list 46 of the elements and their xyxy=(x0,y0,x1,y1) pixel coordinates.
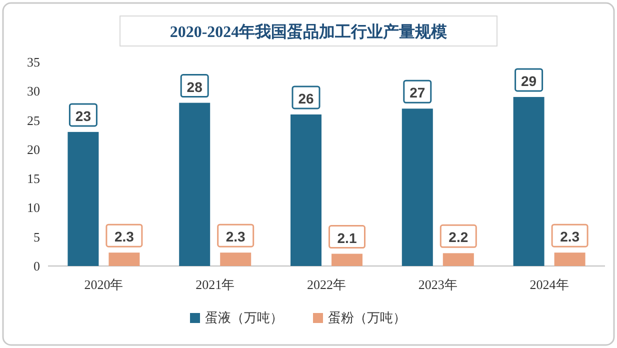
data-label: 28 xyxy=(180,74,209,98)
legend-label: 蛋液（万吨） xyxy=(205,310,283,325)
y-tick-label: 10 xyxy=(27,200,40,216)
bar xyxy=(402,108,433,266)
bar xyxy=(68,132,99,266)
data-label: 2.2 xyxy=(448,229,468,246)
x-tick-label: 2020年 xyxy=(84,277,124,292)
data-label: 2.3 xyxy=(106,224,143,248)
y-tick-label: 5 xyxy=(34,229,40,244)
data-label: 26 xyxy=(298,90,314,106)
bar xyxy=(554,252,586,266)
y-tick-label: 35 xyxy=(27,54,40,70)
y-tick-label: 30 xyxy=(27,84,40,99)
data-label: 23 xyxy=(68,103,98,127)
y-tick-label: 15 xyxy=(27,171,40,186)
y-tick-label: 0 xyxy=(34,258,40,274)
bar xyxy=(513,96,544,266)
bar xyxy=(290,114,322,266)
y-tick-label: 20 xyxy=(27,142,40,157)
data-label: 2.3 xyxy=(551,224,588,248)
data-label: 23 xyxy=(75,108,92,124)
x-tick-label: 2024年 xyxy=(530,277,569,292)
bar xyxy=(442,253,474,266)
data-label: 2.1 xyxy=(328,225,366,248)
data-label: 2.3 xyxy=(226,228,246,245)
data-label: 2.3 xyxy=(217,224,254,248)
y-tick-label: 25 xyxy=(27,112,40,128)
bar xyxy=(179,102,210,266)
bar xyxy=(108,252,140,266)
chart-title: 2020-2024年我国蛋品加工行业产量规模 xyxy=(170,23,448,41)
data-label: 28 xyxy=(186,78,203,95)
data-label: 26 xyxy=(292,86,320,110)
bar xyxy=(220,252,252,266)
x-tick-label: 2022年 xyxy=(307,277,346,292)
data-label: 2.3 xyxy=(114,228,134,245)
data-label: 29 xyxy=(521,72,537,89)
data-label: 2.3 xyxy=(560,228,580,245)
data-label: 27 xyxy=(403,80,432,104)
x-tick-label: 2023年 xyxy=(418,277,458,292)
data-label: 2.1 xyxy=(337,230,357,246)
bar xyxy=(332,254,362,266)
data-label: 29 xyxy=(514,68,544,92)
x-tick-label: 2021年 xyxy=(196,277,235,292)
data-label: 27 xyxy=(410,84,426,101)
legend-label: 蛋粉（万吨） xyxy=(328,310,406,325)
data-label: 2.2 xyxy=(440,224,477,248)
